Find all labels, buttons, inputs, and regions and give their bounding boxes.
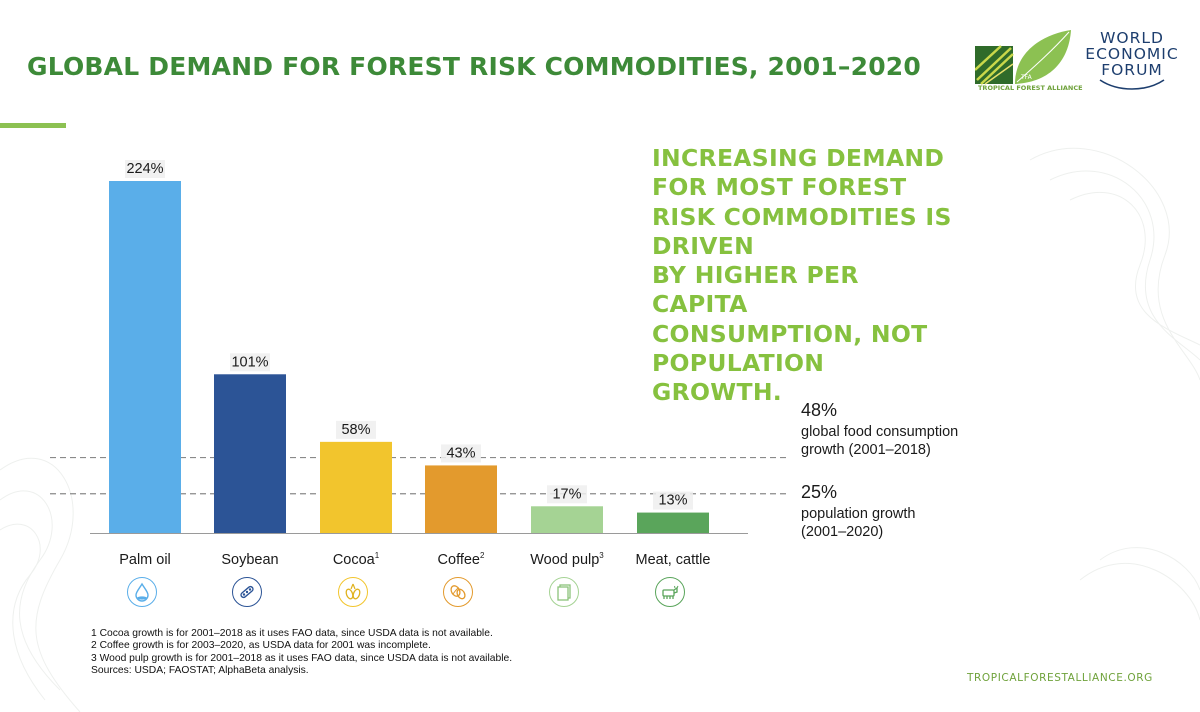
- value-label-bg: [441, 444, 481, 463]
- value-label-palm-oil: 224%: [126, 161, 163, 177]
- value-label-bg: [230, 353, 270, 372]
- title-accent-bar: [0, 123, 66, 128]
- value-label-meat-cattle: 13%: [658, 493, 687, 509]
- footnote-marker: 1: [375, 551, 380, 560]
- tfa-leaf-logo: TFA: [975, 30, 1071, 85]
- wef-swoosh-icon: [1099, 79, 1165, 90]
- paper-stack-icon: [549, 577, 579, 607]
- wef-line-1: WORLD: [1100, 29, 1164, 47]
- page-title: GLOBAL DEMAND FOR FOREST RISK COMMODITIE…: [27, 52, 921, 81]
- headline-line: RISK COMMODITIES IS: [652, 202, 952, 231]
- headline-line: FOR MOST FOREST: [652, 173, 907, 202]
- wef-line-2: ECONOMIC: [1085, 45, 1179, 63]
- bar-palm-oil: [109, 181, 181, 533]
- bar-coffee: [425, 465, 497, 533]
- category-label-soybean: Soybean: [221, 552, 278, 568]
- population-growth-pct: 25%: [801, 482, 838, 502]
- bar-meat-cattle: [637, 512, 709, 533]
- footnotes: 1 Cocoa growth is for 2001–2018 as it us…: [91, 628, 512, 678]
- population-growth-label: population growth (2001–2020): [801, 505, 915, 541]
- oil-drop-icon: [127, 577, 157, 607]
- category-label-coffee: Coffee2: [438, 551, 485, 568]
- food-growth-label-line: global food consumption: [801, 424, 959, 440]
- value-label-soybean: 101%: [231, 354, 268, 370]
- category-label-cocoa: Cocoa1: [333, 551, 380, 568]
- soybean-pod-icon: [232, 577, 262, 607]
- headline-line: POPULATION: [652, 349, 825, 378]
- footnote-marker: 2: [480, 551, 485, 560]
- footnote-marker: 3: [599, 551, 604, 560]
- footnote: 2 Coffee growth is for 2003–2020, as USD…: [91, 640, 431, 652]
- headline-line: BY HIGHER PER: [652, 261, 859, 290]
- category-label-meat-cattle: Meat, cattle: [636, 552, 711, 568]
- coffee-bean-icon: [443, 577, 473, 607]
- headline-line: CAPITA: [652, 290, 748, 319]
- bar-wood-pulp: [531, 506, 603, 533]
- sources-note: Sources: USDA; FAOSTAT; AlphaBeta analys…: [91, 665, 309, 677]
- cow-icon: [655, 577, 685, 607]
- value-label-bg: [653, 491, 693, 510]
- value-label-bg: [336, 420, 376, 439]
- value-label-wood-pulp: 17%: [552, 486, 581, 502]
- value-label-bg: [547, 485, 587, 504]
- tfa-logo-text: TROPICAL FOREST ALLIANCE: [978, 84, 1083, 92]
- category-label-palm-oil: Palm oil: [119, 552, 171, 568]
- food-growth-label: global food consumption growth (2001–201…: [801, 423, 958, 459]
- value-label-cocoa: 58%: [341, 422, 370, 438]
- headline-line: CONSUMPTION, NOT: [652, 319, 928, 348]
- footnote: 1 Cocoa growth is for 2001–2018 as it us…: [91, 628, 493, 639]
- bar-cocoa: [320, 441, 392, 533]
- food-growth-label-line: growth (2001–2018): [801, 442, 931, 458]
- value-label-bg: [125, 160, 165, 178]
- tfa-badge-text: TFA: [1020, 74, 1033, 81]
- population-growth-label-line: population growth: [801, 506, 916, 522]
- bar-soybean: [214, 374, 286, 533]
- value-label-coffee: 43%: [446, 445, 475, 461]
- website-link[interactable]: TROPICALFORESTALLIANCE.ORG: [967, 672, 1153, 684]
- bars: 224% 101% 58% 43% 17% 13%: [109, 160, 709, 533]
- population-growth-label-line: (2001–2020): [801, 524, 884, 540]
- food-growth-pct: 48%: [801, 400, 838, 420]
- wef-logo: WORLD ECONOMIC FORUM: [1082, 30, 1182, 92]
- headline-line: GROWTH.: [652, 378, 783, 407]
- cocoa-pod-icon: [338, 577, 368, 607]
- category-labels: Palm oil Soybean Cocoa1 Coffee2 Wood pulp3 Me…: [119, 551, 710, 568]
- headline-callout: INCREASING DEMAND FOR MOST FOREST RISK C…: [652, 144, 972, 408]
- headline-line: DRIVEN: [652, 231, 755, 260]
- footnote: 3 Wood pulp growth is for 2001–2018 as i…: [91, 652, 513, 664]
- category-label-wood-pulp: Wood pulp3: [530, 551, 604, 568]
- headline-line: INCREASING DEMAND: [652, 144, 945, 172]
- wef-line-3: FORUM: [1101, 61, 1163, 79]
